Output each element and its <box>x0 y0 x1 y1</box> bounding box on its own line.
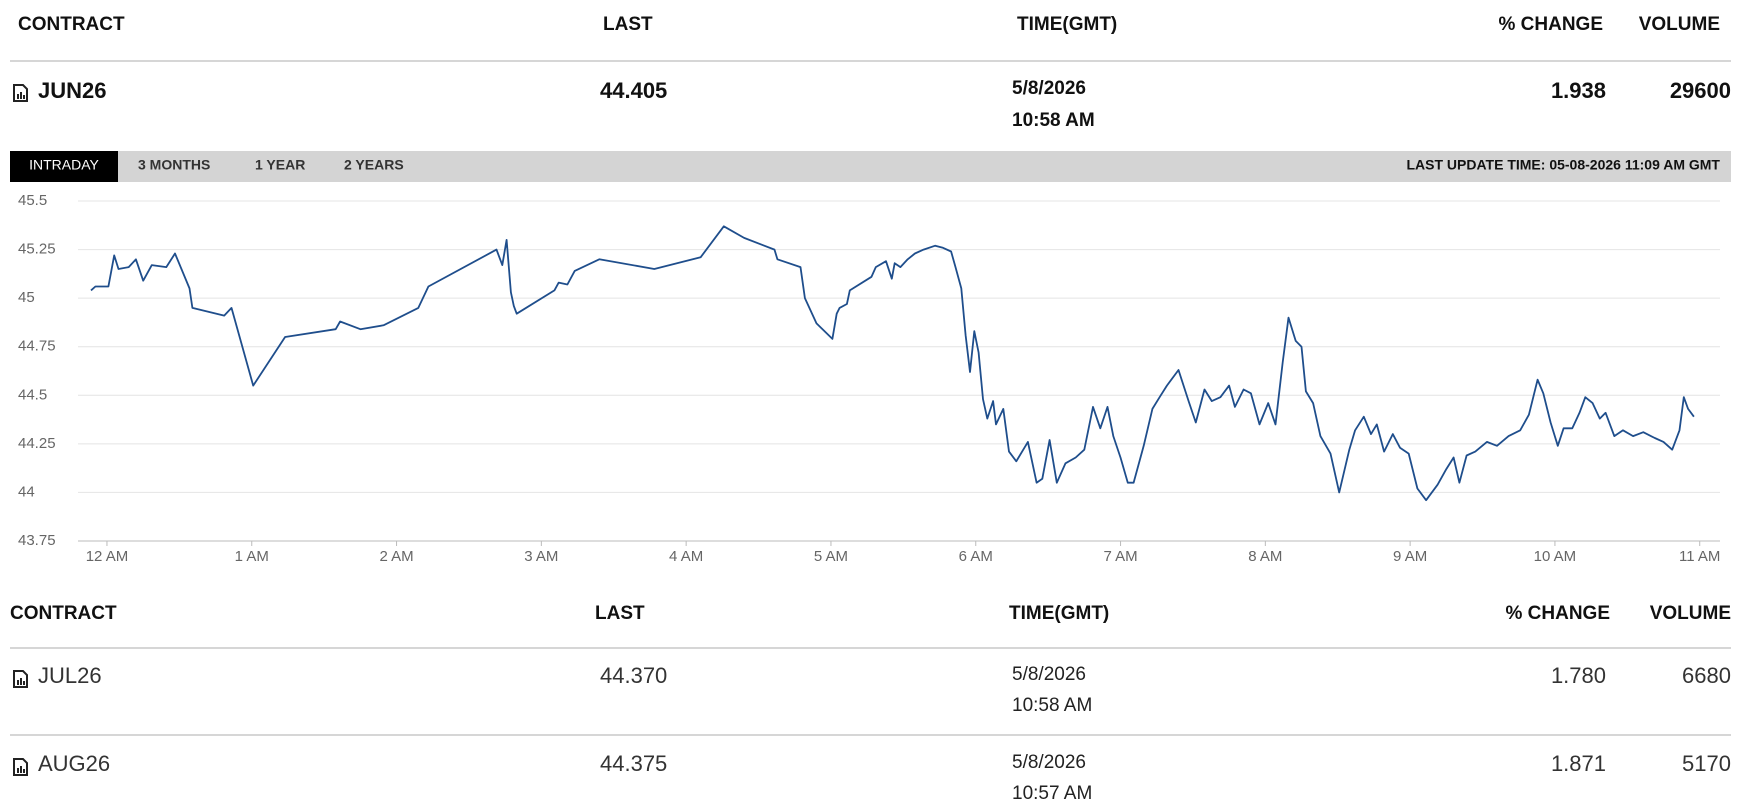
last-price: 44.405 <box>600 78 667 103</box>
price-line <box>90 225 1695 502</box>
y-tick-label: 44.75 <box>18 338 56 355</box>
contract-name[interactable]: AUG26 <box>38 751 110 776</box>
volume: 6680 <box>1682 663 1731 688</box>
trade-date: 5/8/2026 <box>1012 78 1086 99</box>
column-header: TIME(GMT) <box>1009 603 1109 624</box>
tab[interactable]: 2 YEARS <box>344 157 404 173</box>
x-tick-label: 4 AM <box>669 548 703 565</box>
column-header: VOLUME <box>1639 14 1720 35</box>
column-header: % CHANGE <box>1505 603 1610 624</box>
column-header: CONTRACT <box>10 603 117 624</box>
last-update: LAST UPDATE TIME: 05-08-2026 11:09 AM GM… <box>1406 157 1720 173</box>
trade-date: 5/8/2026 <box>1012 752 1086 773</box>
trade-time: 10:58 AM <box>1012 695 1092 716</box>
volume: 5170 <box>1682 751 1731 776</box>
contract-icon <box>13 758 28 776</box>
x-tick-label: 12 AM <box>86 548 129 565</box>
column-header: LAST <box>603 14 653 35</box>
column-header: VOLUME <box>1650 603 1731 624</box>
contract-icon <box>13 670 28 688</box>
y-tick-label: 45.5 <box>18 192 47 209</box>
x-tick-label: 8 AM <box>1248 548 1282 565</box>
tab[interactable]: 3 MONTHS <box>138 157 210 173</box>
contract-name[interactable]: JUL26 <box>38 663 102 688</box>
tab[interactable]: 1 YEAR <box>255 157 305 173</box>
x-tick-label: 3 AM <box>524 548 558 565</box>
y-tick-label: 43.75 <box>18 532 56 549</box>
percent-change: 1.871 <box>1551 751 1606 776</box>
x-tick-label: 1 AM <box>235 548 269 565</box>
contract-name[interactable]: JUN26 <box>38 78 106 103</box>
active-tab[interactable] <box>10 151 118 182</box>
trade-time: 10:58 AM <box>1012 110 1095 131</box>
column-header: TIME(GMT) <box>1017 14 1117 35</box>
last-price: 44.375 <box>600 751 667 776</box>
y-tick-label: 44.25 <box>18 435 56 452</box>
column-header: LAST <box>595 603 645 624</box>
x-tick-label: 11 AM <box>1679 548 1720 565</box>
x-tick-label: 2 AM <box>379 548 413 565</box>
y-tick-label: 44.5 <box>18 386 47 403</box>
trade-time: 10:57 AM <box>1012 783 1092 804</box>
contract-icon <box>13 84 28 102</box>
percent-change: 1.780 <box>1551 663 1606 688</box>
chart: 43.75 44 44.25 44.5 44.75 45 45.25 45.5 12 AM 1 A… <box>18 192 1720 565</box>
last-price: 44.370 <box>600 663 667 688</box>
x-tick-label: 9 AM <box>1393 548 1427 565</box>
tab-bar <box>10 151 1731 182</box>
y-tick-label: 45 <box>18 289 35 306</box>
x-tick-label: 7 AM <box>1103 548 1137 565</box>
x-tick-label: 10 AM <box>1534 548 1577 565</box>
x-tick-label: 5 AM <box>814 548 848 565</box>
tab[interactable]: INTRADAY <box>29 157 99 173</box>
percent-change: 1.938 <box>1551 78 1606 103</box>
volume: 29600 <box>1670 78 1731 103</box>
x-tick-label: 6 AM <box>959 548 993 565</box>
column-header: CONTRACT <box>18 14 125 35</box>
y-tick-label: 45.25 <box>18 241 56 258</box>
column-header: % CHANGE <box>1498 14 1603 35</box>
y-tick-label: 44 <box>18 483 35 500</box>
trade-date: 5/8/2026 <box>1012 664 1086 685</box>
